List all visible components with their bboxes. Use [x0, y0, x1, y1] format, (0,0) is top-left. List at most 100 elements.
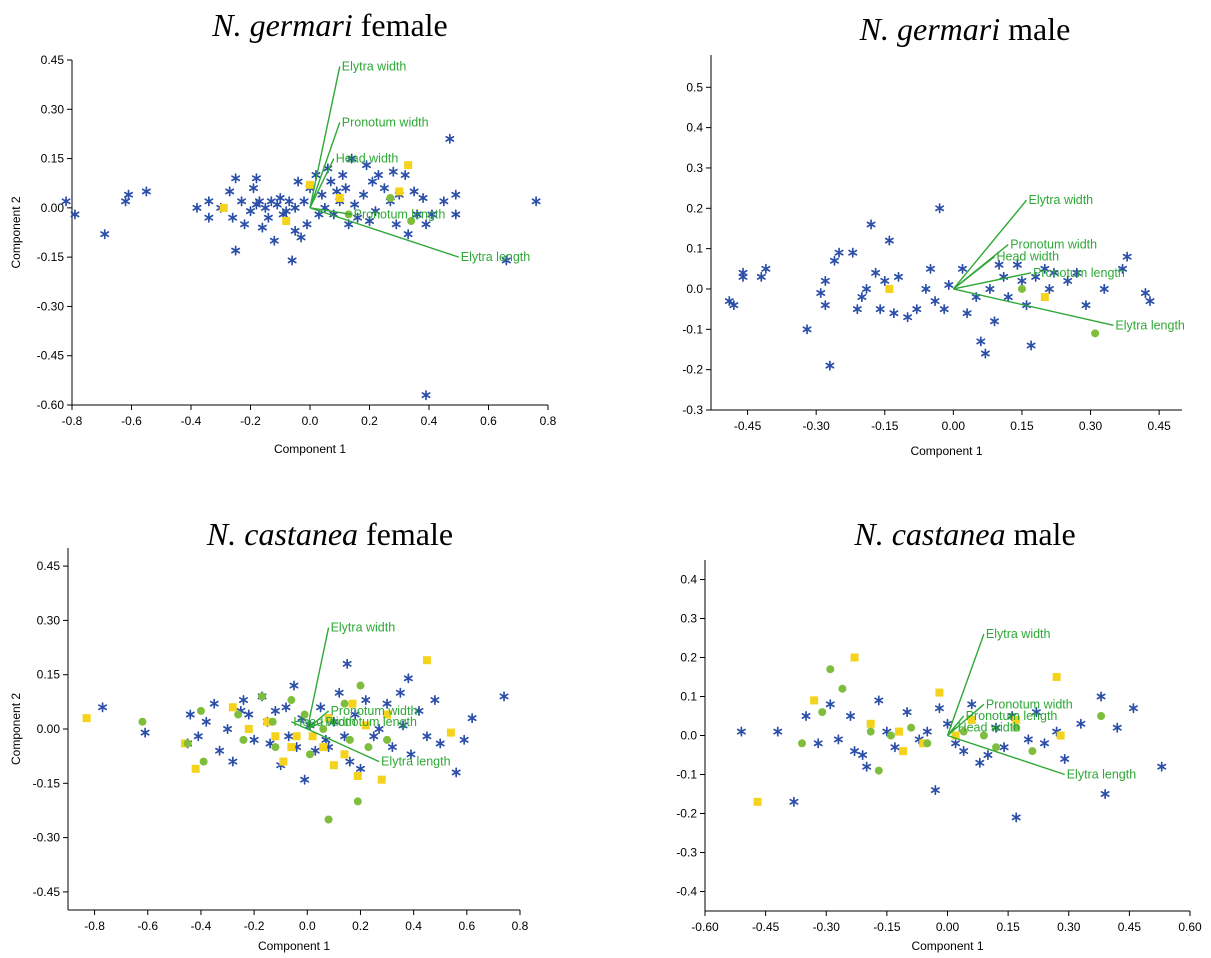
- data-point-asterisk: [975, 757, 985, 768]
- chart-panel-3: N. castanea female -0.8 -0.6 -0.4 -0.2 0.0 0.2…: [9, 516, 529, 953]
- data-point-asterisk: [421, 390, 431, 401]
- data-point-circle: [199, 757, 208, 766]
- data-point-asterisk: [834, 247, 844, 258]
- x-tick-label: 0.2: [352, 919, 369, 933]
- data-point-asterisk: [802, 324, 812, 335]
- data-point-asterisk: [912, 304, 922, 315]
- data-point-asterisk: [353, 212, 363, 223]
- loading-label: Head width: [958, 721, 1021, 735]
- chart-panel-2: N. germari male -0.45 -0.30 -0.15 0.00 0.15 0.…: [682, 11, 1185, 458]
- data-point-asterisk: [391, 219, 401, 230]
- data-point-asterisk: [244, 709, 254, 720]
- data-point-square: [263, 717, 272, 726]
- loading-label: Head width: [336, 152, 399, 166]
- data-point-asterisk: [1012, 259, 1022, 270]
- data-point-asterisk: [926, 263, 935, 274]
- data-point-square: [282, 217, 291, 225]
- data-point-asterisk: [314, 209, 324, 220]
- data-point-square: [279, 757, 288, 766]
- loading-vector: [307, 721, 324, 730]
- data-point-asterisk: [1099, 283, 1109, 295]
- data-point-asterisk: [967, 699, 977, 710]
- data-point-asterisk: [861, 283, 871, 295]
- data-point-asterisk: [269, 235, 279, 246]
- x-tick-label: 0.8: [512, 919, 529, 933]
- data-point-asterisk: [373, 169, 383, 181]
- panel-title: N. castanea male: [853, 516, 1075, 552]
- panel-title-species: N. germari: [859, 11, 1000, 47]
- data-point-circle: [386, 194, 395, 202]
- data-point-circle: [356, 681, 365, 690]
- data-point-circle: [886, 731, 895, 740]
- data-point-asterisk: [501, 255, 511, 266]
- data-point-circle: [345, 735, 354, 744]
- data-point-asterisk: [248, 183, 258, 194]
- data-point-asterisk: [228, 212, 238, 223]
- y-tick-label: 0.30: [41, 102, 65, 116]
- y-tick-label: -0.15: [33, 776, 61, 790]
- y-tick-label: 0.5: [686, 80, 703, 94]
- data-point-asterisk: [1112, 722, 1122, 733]
- y-tick-label: -0.1: [676, 768, 697, 782]
- data-point-asterisk: [240, 219, 250, 230]
- panel-title-species: N. castanea: [853, 516, 1005, 552]
- data-point-square: [329, 761, 338, 770]
- data-point-circle: [383, 735, 392, 744]
- data-point-circle: [407, 217, 416, 225]
- data-point-asterisk: [257, 222, 267, 233]
- data-point-circle: [959, 727, 968, 736]
- data-point-asterisk: [959, 746, 969, 757]
- data-point-square: [340, 750, 349, 759]
- data-point-square: [866, 719, 875, 728]
- data-point-asterisk: [459, 734, 469, 745]
- data-point-asterisk: [902, 707, 912, 718]
- data-point-asterisk: [729, 300, 739, 311]
- data-point-square: [191, 764, 200, 773]
- y-tick-label: 0.30: [37, 613, 61, 627]
- data-point-asterisk: [1044, 283, 1054, 295]
- data-point-asterisk: [451, 767, 461, 778]
- data-point-asterisk: [124, 189, 134, 200]
- data-point-asterisk: [531, 196, 541, 207]
- y-tick-label: 0.3: [680, 612, 697, 626]
- data-point-asterisk: [362, 160, 372, 171]
- x-tick-label: 0.60: [1178, 920, 1202, 934]
- y-tick-label: 0.45: [41, 53, 65, 67]
- data-point-square: [82, 714, 91, 723]
- loading-label: Pronotum width: [986, 697, 1073, 711]
- data-point-asterisk: [1118, 263, 1128, 274]
- data-point-asterisk: [361, 694, 371, 706]
- y-tick-label: 0.00: [41, 201, 65, 215]
- loading-vector: [307, 728, 380, 763]
- x-tick-label: -0.60: [691, 920, 719, 934]
- data-point-asterisk: [990, 316, 1000, 327]
- x-tick-label: -0.15: [871, 419, 899, 433]
- data-point-asterisk: [1040, 738, 1049, 749]
- data-point-asterisk: [435, 738, 445, 749]
- x-tick-label: 0.4: [405, 919, 422, 933]
- x-axis-title: Component 1: [274, 442, 346, 456]
- data-point-square: [377, 775, 386, 784]
- data-point-asterisk: [852, 304, 862, 315]
- loading-vector: [953, 288, 1114, 326]
- x-tick-label: -0.15: [873, 920, 901, 934]
- loading-label: Pronotum width: [1010, 238, 1097, 252]
- data-point-asterisk: [991, 722, 1001, 733]
- x-tick-label: -0.4: [191, 919, 212, 933]
- data-point-circle: [923, 739, 932, 748]
- data-point-circle: [979, 731, 988, 740]
- y-tick-label: 0.2: [680, 651, 697, 665]
- x-tick-label: -0.30: [802, 419, 830, 433]
- x-tick-label: -0.4: [181, 414, 202, 428]
- data-point-asterisk: [215, 745, 225, 756]
- data-point-asterisk: [403, 673, 413, 684]
- data-point-asterisk: [70, 209, 80, 220]
- data-point-square: [306, 180, 314, 189]
- data-point-asterisk: [370, 206, 380, 217]
- data-point-asterisk: [344, 219, 354, 230]
- data-point-asterisk: [874, 695, 884, 706]
- loading-vector: [306, 710, 330, 730]
- data-point-circle: [1091, 329, 1100, 338]
- loading-label: Elytra width: [342, 60, 407, 74]
- data-point-square: [967, 715, 976, 724]
